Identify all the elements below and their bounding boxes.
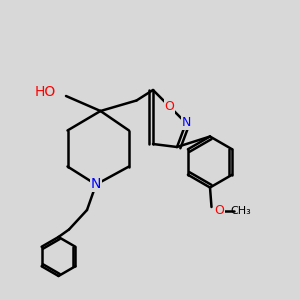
Text: O: O bbox=[214, 204, 224, 217]
Text: O: O bbox=[165, 100, 174, 113]
Text: N: N bbox=[181, 116, 191, 130]
Text: CH₃: CH₃ bbox=[230, 206, 251, 216]
Text: N: N bbox=[91, 178, 101, 191]
Text: HO: HO bbox=[34, 85, 56, 98]
